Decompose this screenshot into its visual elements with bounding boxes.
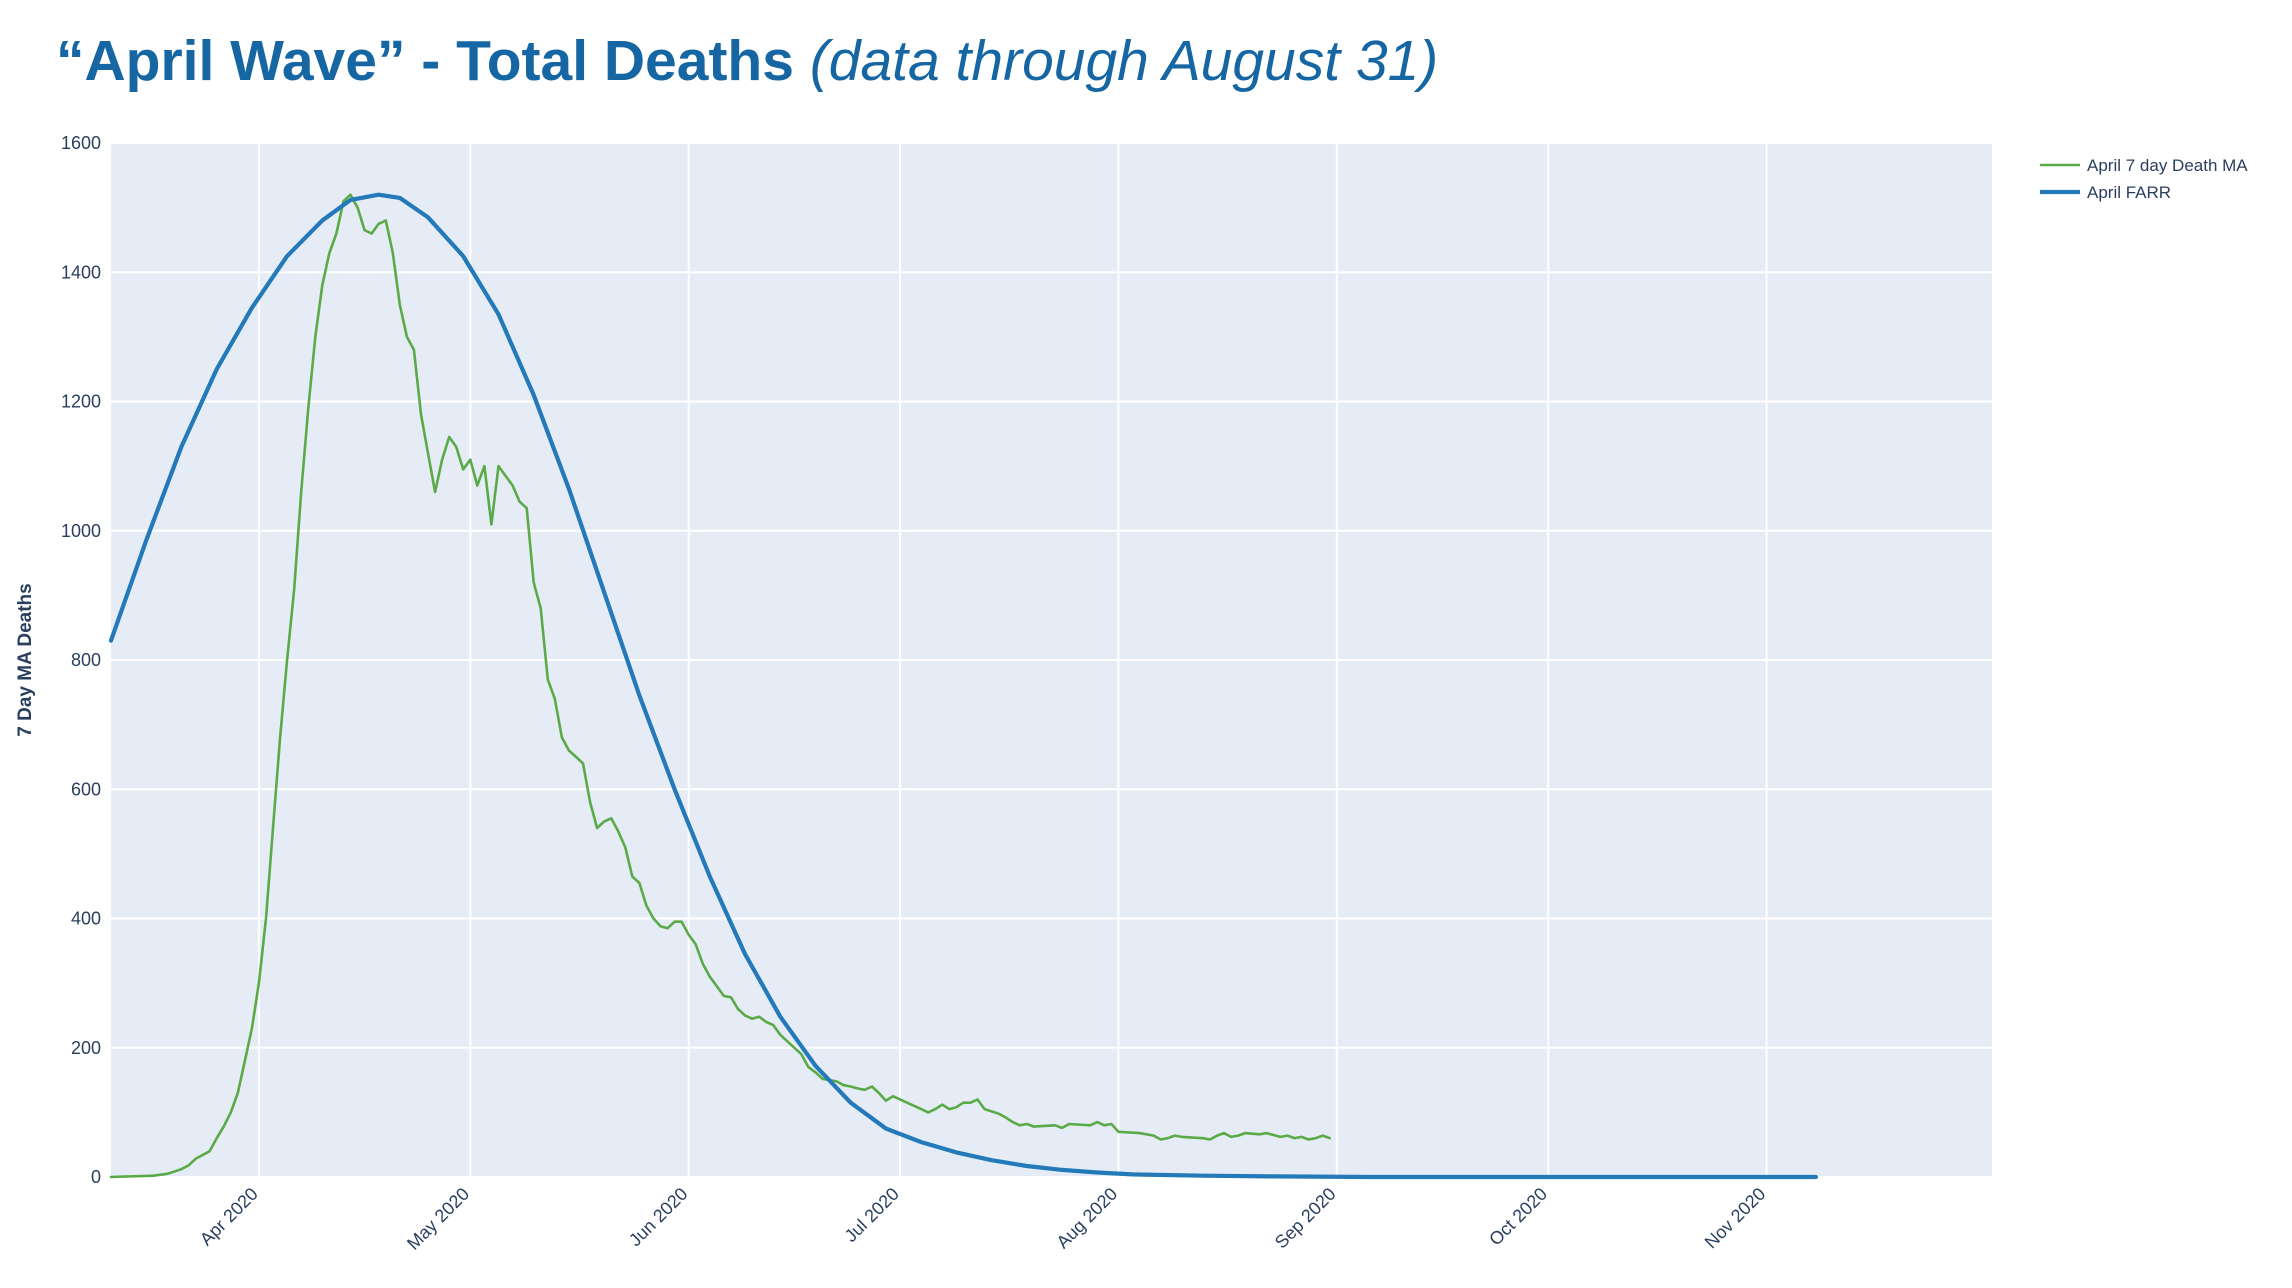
y-axis-ticks: 0 200 400 600 800 1000 1200 1400 1600 xyxy=(61,133,101,1187)
chart-title: “April Wave” - Total Deaths (data throug… xyxy=(56,28,1438,94)
y-tick-label: 200 xyxy=(71,1038,101,1058)
legend[interactable]: April 7 day Death MA April FARR xyxy=(2040,156,2248,202)
x-axis-ticks: Apr 2020 May 2020 Jun 2020 Jul 2020 Aug 2020… xyxy=(196,1184,1769,1254)
x-tick-label: Nov 2020 xyxy=(1701,1184,1770,1253)
x-tick-label: Sep 2020 xyxy=(1271,1184,1340,1253)
y-tick-label: 0 xyxy=(91,1167,101,1187)
x-tick-label: Aug 2020 xyxy=(1053,1184,1122,1253)
x-tick-label: Oct 2020 xyxy=(1485,1184,1551,1250)
y-axis-title: 7 Day MA Deaths xyxy=(15,583,36,736)
y-tick-label: 1400 xyxy=(61,262,101,282)
series-line-ma xyxy=(109,193,1332,1179)
x-tick-label: Apr 2020 xyxy=(196,1184,262,1250)
y-tick-label: 800 xyxy=(71,650,101,670)
y-tick-label: 1600 xyxy=(61,133,101,153)
y-tick-label: 600 xyxy=(71,779,101,799)
y-tick-label: 400 xyxy=(71,909,101,929)
title-subtitle: (data through August 31) xyxy=(809,29,1439,93)
series-line-farr xyxy=(108,192,1819,1180)
x-tick-label: May 2020 xyxy=(403,1184,473,1254)
y-tick-label: 1200 xyxy=(61,392,101,412)
legend-item[interactable]: April 7 day Death MA xyxy=(2040,156,2248,175)
series-lines xyxy=(108,192,1819,1180)
title-main: “April Wave” - Total Deaths xyxy=(56,29,794,93)
x-tick-label: Jul 2020 xyxy=(841,1184,903,1246)
x-gridlines xyxy=(257,143,1768,1177)
legend-item[interactable]: April FARR xyxy=(2040,183,2171,202)
legend-label: April 7 day Death MA xyxy=(2087,156,2248,175)
x-tick-label: Jun 2020 xyxy=(625,1184,692,1251)
legend-label: April FARR xyxy=(2087,183,2171,202)
y-tick-label: 1000 xyxy=(61,521,101,541)
